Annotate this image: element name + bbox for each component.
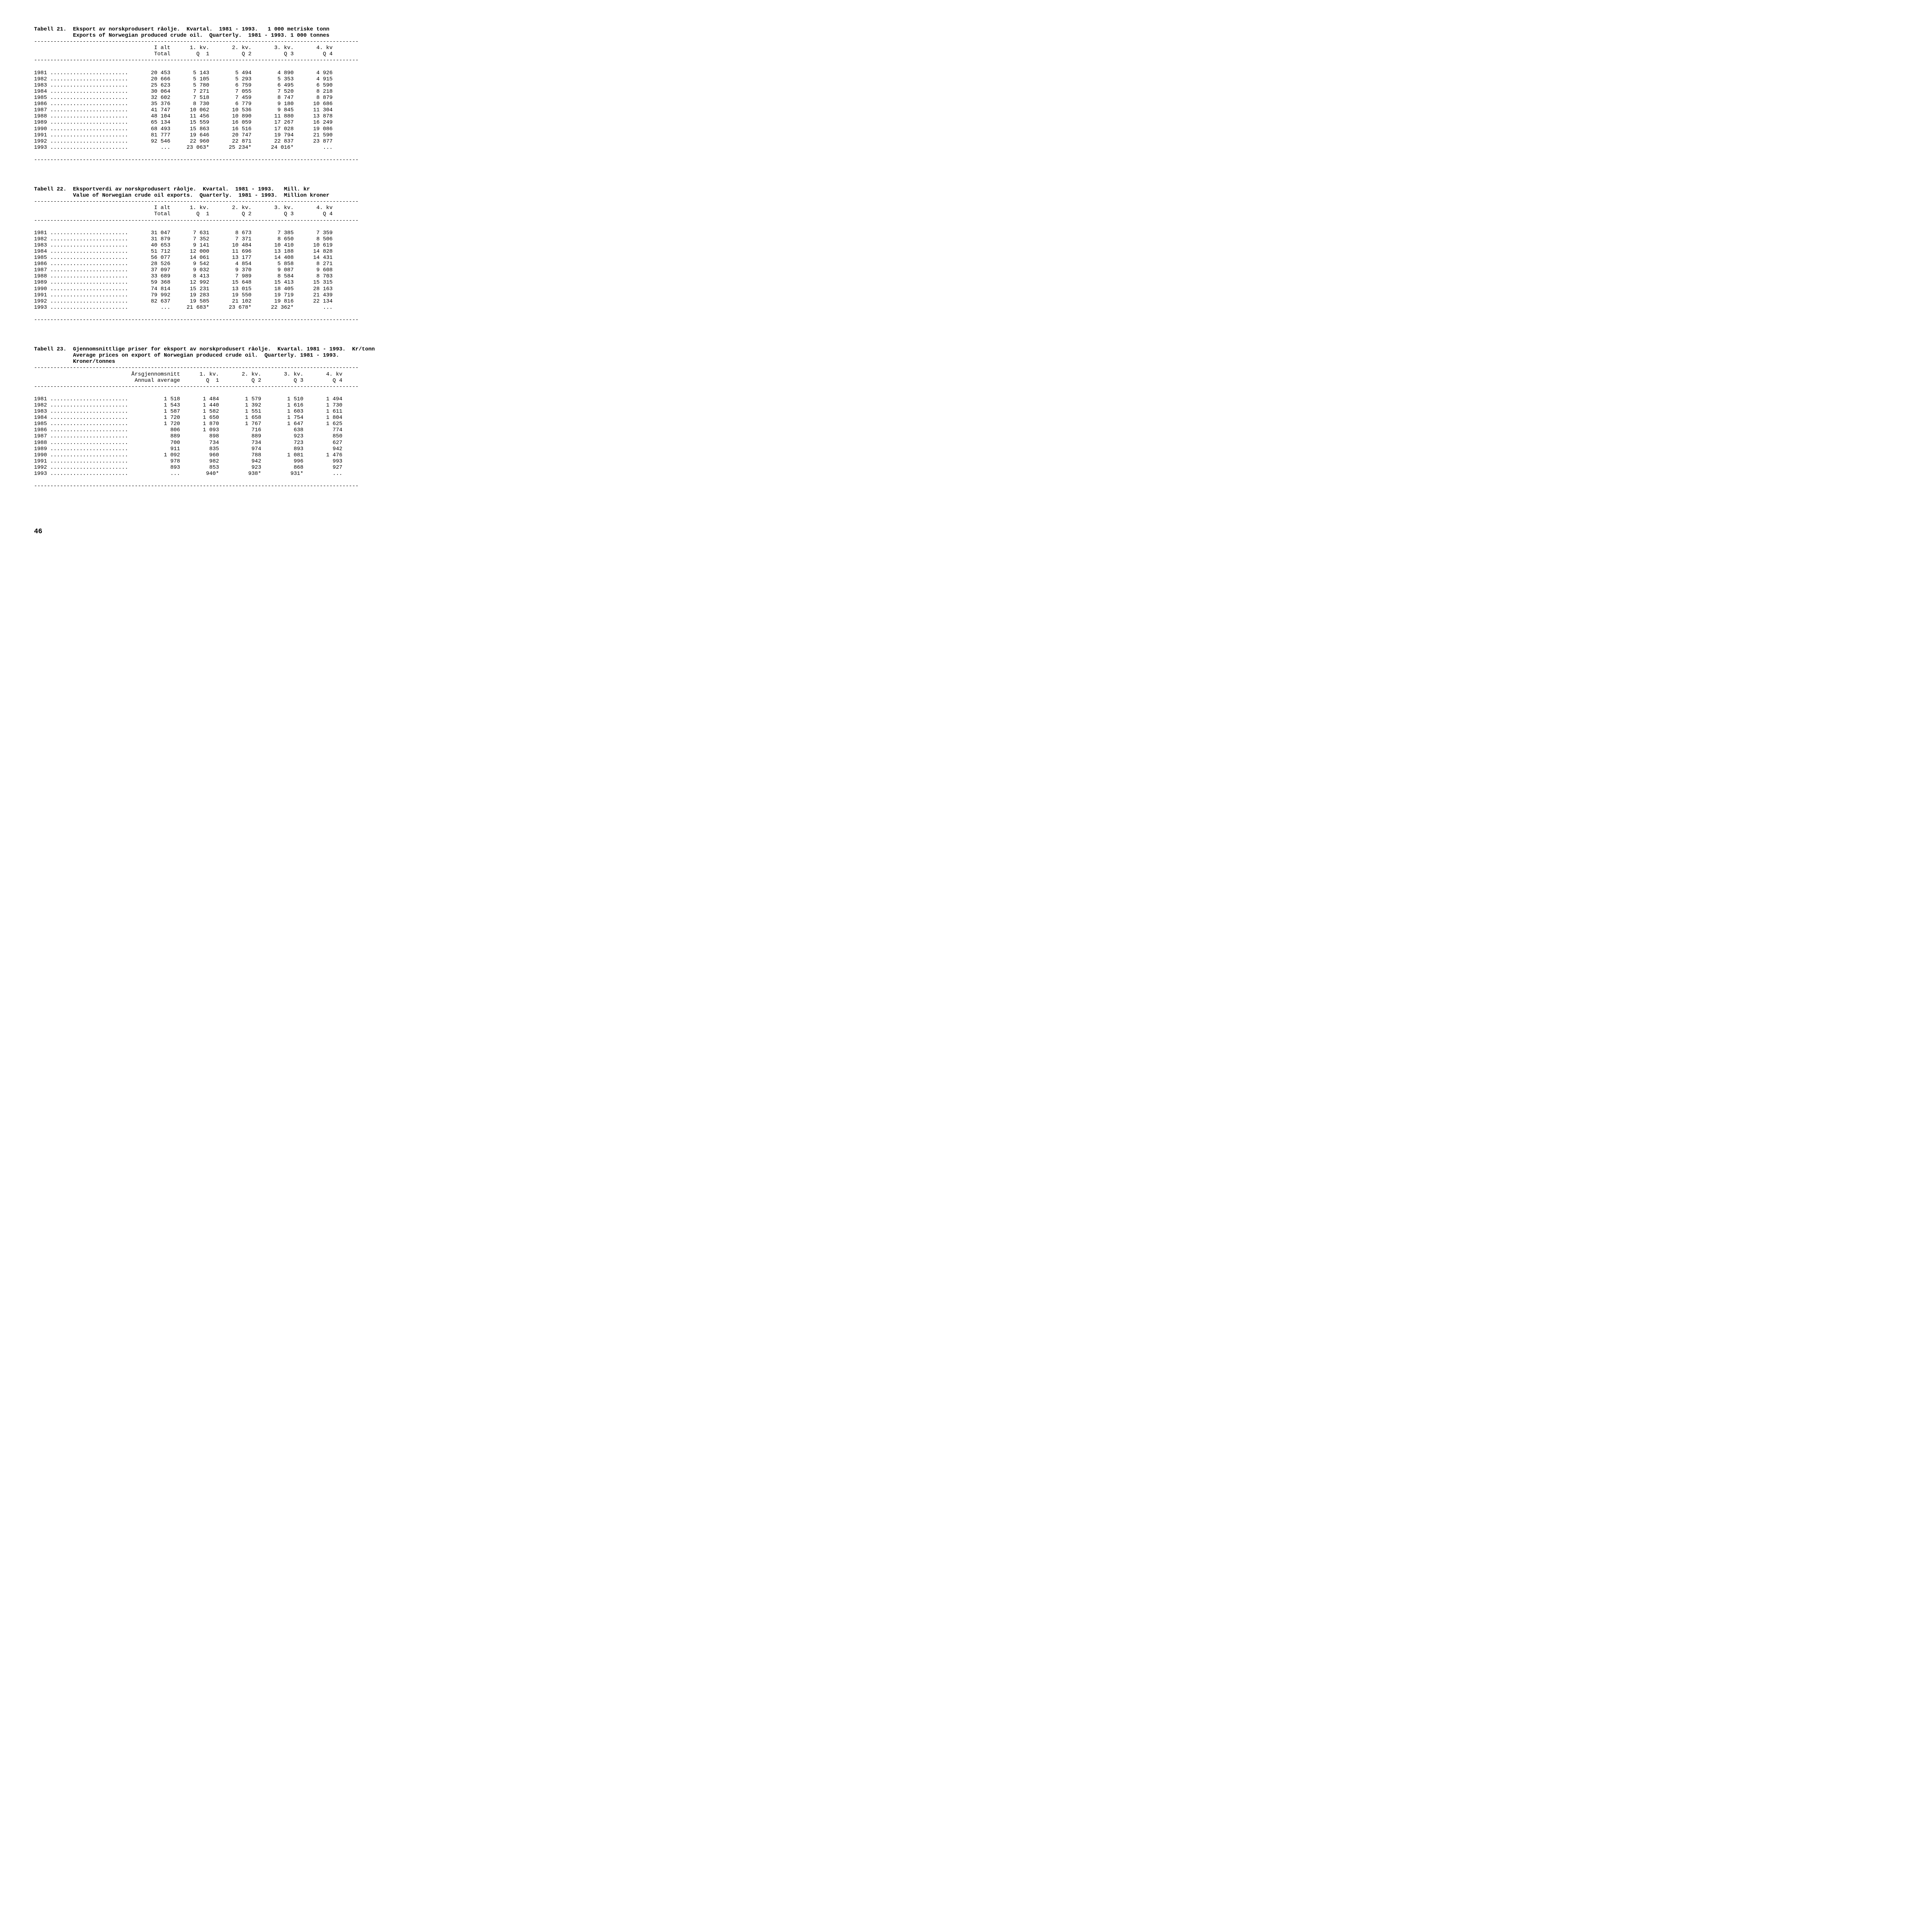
table-row: 1987 ........................ 41 747 10 … xyxy=(34,107,1873,113)
table-title: Tabell 21. Eksport av norskprodusert råo… xyxy=(34,26,1873,39)
blank-line xyxy=(34,311,1873,317)
blank-line xyxy=(34,224,1873,230)
table-row: 1981 ........................ 1 518 1 48… xyxy=(34,396,1873,402)
blank-line xyxy=(34,64,1873,70)
divider: ----------------------------------------… xyxy=(34,218,1873,224)
table-row: 1989 ........................ 65 134 15 … xyxy=(34,119,1873,126)
table-row: 1990 ........................ 74 814 15 … xyxy=(34,286,1873,292)
table-row: 1993 ........................ ... 21 683… xyxy=(34,304,1873,311)
blank-line xyxy=(34,390,1873,396)
table-row: 1992 ........................ 92 546 22 … xyxy=(34,138,1873,145)
table-title: Tabell 23. Gjennomsnittlige priser for e… xyxy=(34,346,1873,365)
table-row: 1992 ........................ 82 637 19 … xyxy=(34,298,1873,304)
table-row: 1986 ........................ 28 526 9 5… xyxy=(34,261,1873,267)
blank-line xyxy=(34,151,1873,157)
table-row: 1983 ........................ 1 587 1 58… xyxy=(34,408,1873,415)
table-row: 1982 ........................ 20 666 5 1… xyxy=(34,76,1873,82)
table-title: Tabell 22. Eksportverdi av norskproduser… xyxy=(34,186,1873,199)
table-row: 1988 ........................ 700 734 73… xyxy=(34,440,1873,446)
table-row: 1981 ........................ 31 047 7 6… xyxy=(34,230,1873,236)
table-row: 1984 ........................ 30 064 7 2… xyxy=(34,88,1873,95)
divider: ----------------------------------------… xyxy=(34,199,1873,205)
divider: ----------------------------------------… xyxy=(34,57,1873,63)
divider: ----------------------------------------… xyxy=(34,317,1873,323)
divider: ----------------------------------------… xyxy=(34,157,1873,163)
column-headers: I alt 1. kv. 2. kv. 3. kv. 4. kv Total Q… xyxy=(34,205,1873,217)
table-row: 1989 ........................ 911 835 97… xyxy=(34,446,1873,452)
table-row: 1985 ........................ 56 077 14 … xyxy=(34,255,1873,261)
divider: ----------------------------------------… xyxy=(34,483,1873,489)
table-row: 1987 ........................ 889 898 88… xyxy=(34,433,1873,439)
table-row: 1983 ........................ 25 623 5 7… xyxy=(34,82,1873,88)
table-row: 1991 ........................ 81 777 19 … xyxy=(34,132,1873,138)
table-row: 1993 ........................ ... 940* 9… xyxy=(34,471,1873,477)
table-row: 1988 ........................ 48 104 11 … xyxy=(34,113,1873,119)
divider: ----------------------------------------… xyxy=(34,39,1873,45)
table-row: 1993 ........................ ... 23 063… xyxy=(34,145,1873,151)
table-row: 1992 ........................ 893 853 92… xyxy=(34,464,1873,471)
blank-line xyxy=(34,477,1873,483)
column-headers: Årsgjennomsnitt 1. kv. 2. kv. 3. kv. 4. … xyxy=(34,371,1873,384)
table-row: 1981 ........................ 20 453 5 1… xyxy=(34,70,1873,76)
table-row: 1982 ........................ 31 879 7 3… xyxy=(34,236,1873,242)
table-row: 1986 ........................ 806 1 093 … xyxy=(34,427,1873,433)
page-number: 46 xyxy=(34,528,1873,536)
divider: ----------------------------------------… xyxy=(34,384,1873,390)
table-row: 1987 ........................ 37 097 9 0… xyxy=(34,267,1873,273)
table-row: 1984 ........................ 51 712 12 … xyxy=(34,248,1873,255)
table-row: 1989 ........................ 59 368 12 … xyxy=(34,279,1873,286)
table-23: Tabell 23. Gjennomsnittlige priser for e… xyxy=(34,346,1873,489)
table-row: 1988 ........................ 33 689 8 4… xyxy=(34,273,1873,279)
table-row: 1991 ........................ 978 982 94… xyxy=(34,458,1873,464)
table-row: 1985 ........................ 32 602 7 5… xyxy=(34,95,1873,101)
table-row: 1982 ........................ 1 543 1 44… xyxy=(34,402,1873,408)
table-row: 1986 ........................ 35 376 8 7… xyxy=(34,101,1873,107)
table-row: 1984 ........................ 1 720 1 65… xyxy=(34,415,1873,421)
table-22: Tabell 22. Eksportverdi av norskproduser… xyxy=(34,186,1873,323)
table-row: 1983 ........................ 40 653 9 1… xyxy=(34,242,1873,248)
table-row: 1991 ........................ 79 992 19 … xyxy=(34,292,1873,298)
table-row: 1990 ........................ 68 493 15 … xyxy=(34,126,1873,132)
table-21: Tabell 21. Eksport av norskprodusert råo… xyxy=(34,26,1873,163)
table-row: 1990 ........................ 1 092 960 … xyxy=(34,452,1873,458)
table-row: 1985 ........................ 1 720 1 87… xyxy=(34,421,1873,427)
divider: ----------------------------------------… xyxy=(34,365,1873,371)
column-headers: I alt 1. kv. 2. kv. 3. kv. 4. kv Total Q… xyxy=(34,45,1873,57)
